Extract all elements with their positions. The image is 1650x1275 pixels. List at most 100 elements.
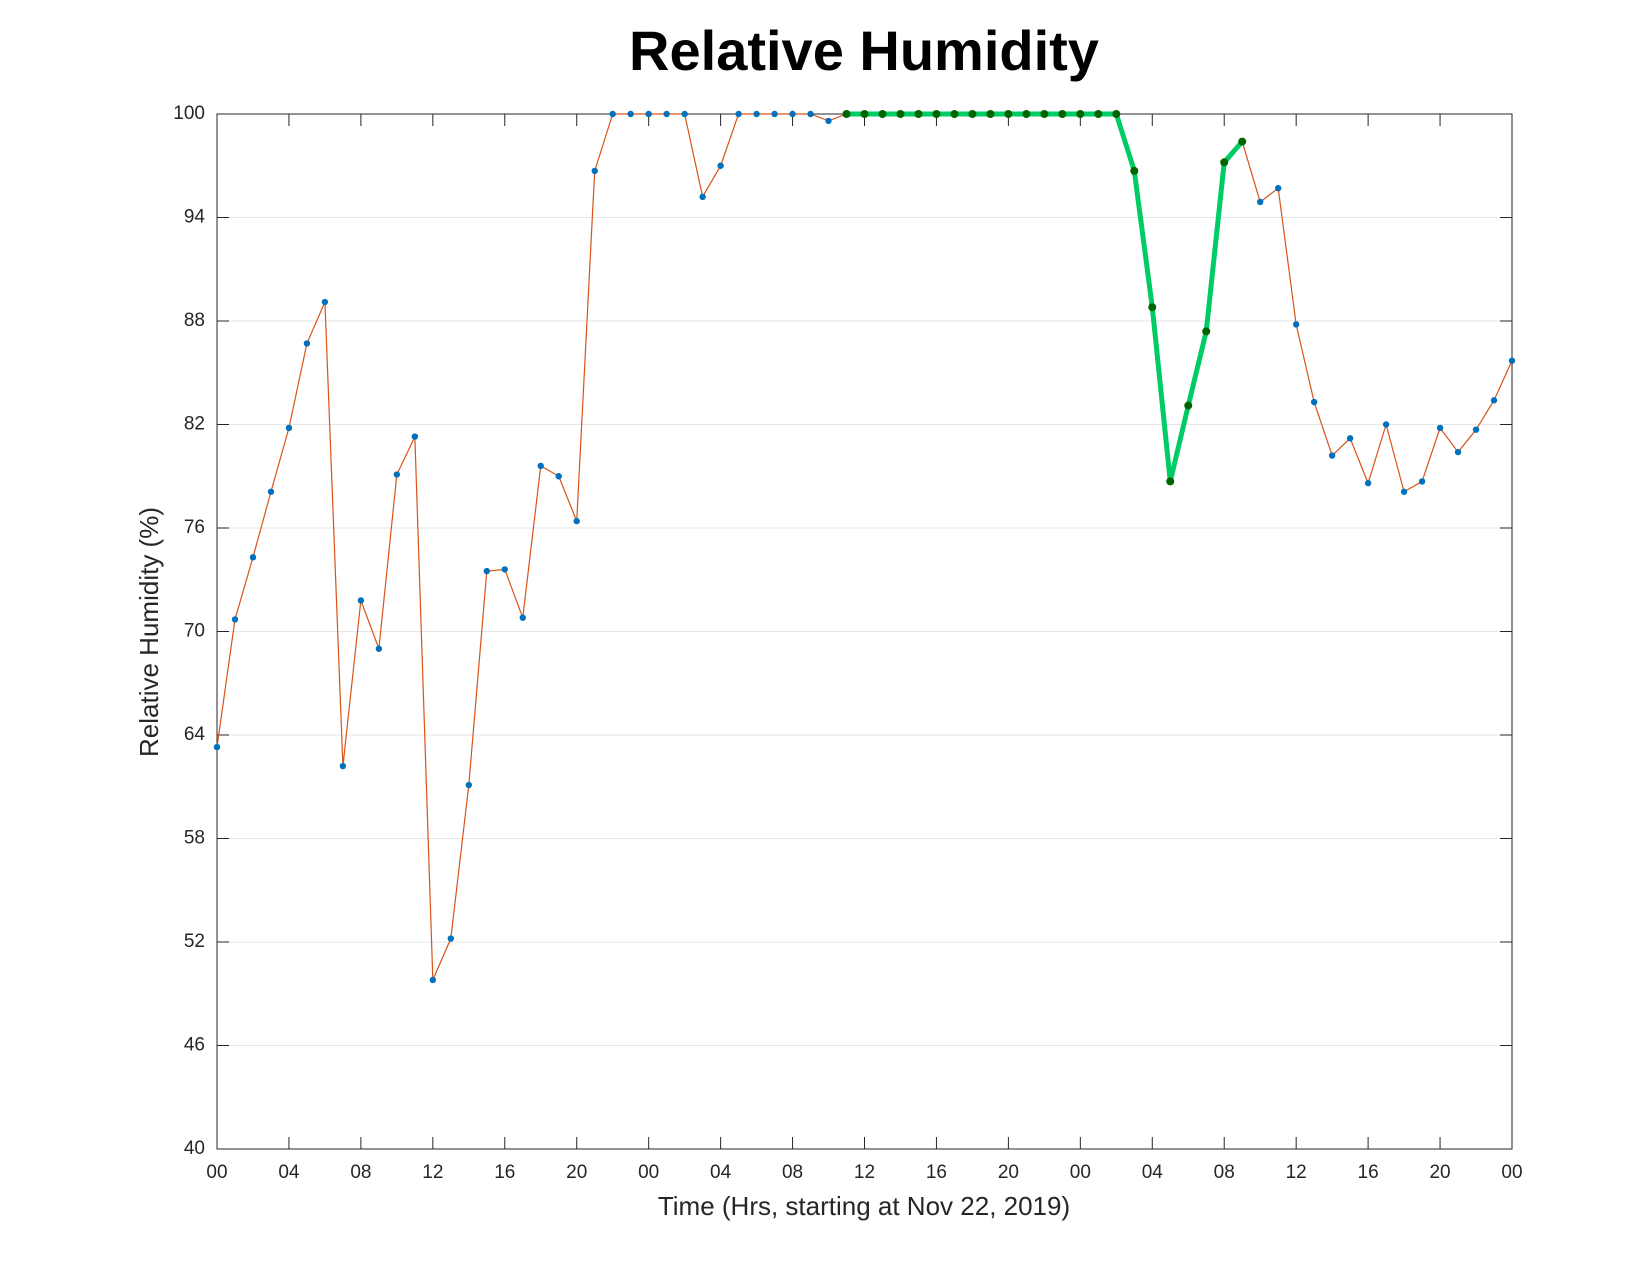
data-point (285, 424, 293, 432)
data-point (429, 976, 437, 984)
chart-title: Relative Humidity (629, 19, 1099, 82)
data-point (1292, 321, 1300, 328)
x-tick-label: 16 (1358, 1162, 1379, 1183)
data-point (681, 110, 688, 118)
highlight-point (968, 110, 977, 118)
data-point (375, 645, 383, 652)
data-point (771, 110, 778, 118)
data-point (1436, 424, 1444, 432)
y-tick-label: 46 (184, 1035, 205, 1056)
data-point (519, 614, 526, 621)
data-point (1364, 479, 1372, 487)
data-point (303, 340, 311, 347)
highlight-point (932, 110, 941, 118)
data-point (501, 566, 508, 573)
highlight-point (1202, 327, 1211, 336)
y-tick-label: 40 (184, 1138, 205, 1159)
x-tick-label: 00 (638, 1162, 659, 1183)
data-point (537, 462, 544, 470)
data-point (321, 298, 329, 306)
highlight-point (1148, 303, 1157, 312)
data-point (483, 567, 490, 575)
data-point (1508, 357, 1516, 364)
data-point (1400, 488, 1408, 495)
x-tick-label: 20 (998, 1162, 1019, 1183)
data-point (267, 488, 275, 495)
data-point (1418, 478, 1426, 485)
data-point (591, 167, 598, 175)
highlight-point (1094, 110, 1103, 118)
data-point (213, 743, 221, 751)
y-tick-label: 52 (184, 931, 205, 952)
data-point (231, 616, 239, 623)
data-point (447, 935, 455, 942)
highlight-point (1004, 110, 1013, 118)
x-tick-label: 04 (1142, 1162, 1164, 1183)
data-point (735, 110, 742, 118)
y-tick-label: 58 (184, 828, 205, 849)
data-point (411, 433, 419, 440)
x-tick-label: 16 (494, 1162, 515, 1183)
y-tick-label: 70 (184, 621, 205, 642)
x-tick-label: 00 (1070, 1162, 1091, 1183)
x-tick-label: 20 (1429, 1162, 1450, 1183)
data-point (1472, 426, 1480, 433)
highlight-point (1220, 158, 1229, 167)
y-tick-label: 82 (184, 414, 205, 435)
highlight-point (1022, 110, 1031, 118)
x-tick-label: 04 (710, 1162, 732, 1183)
highlight-point (1112, 110, 1121, 118)
data-point (1454, 448, 1462, 456)
highlight-point (896, 110, 905, 118)
highlight-point (950, 110, 959, 118)
highlight-point (986, 110, 995, 118)
data-point (393, 471, 401, 478)
data-point (717, 162, 724, 169)
highlight-point (1040, 110, 1049, 118)
x-tick-label: 12 (1286, 1162, 1307, 1183)
data-point (609, 110, 616, 118)
y-tick-label: 64 (184, 724, 206, 745)
data-point (1346, 435, 1354, 442)
data-point (357, 597, 365, 604)
highlight-point (1076, 110, 1085, 118)
x-tick-label: 04 (278, 1162, 300, 1183)
x-tick-label: 08 (782, 1162, 803, 1183)
x-tick-label: 00 (1501, 1162, 1522, 1183)
y-tick-label: 76 (184, 517, 205, 538)
data-point (573, 517, 580, 525)
data-point (249, 554, 257, 561)
highlight-point (1166, 477, 1175, 486)
data-point (465, 781, 473, 789)
x-axis-label: Time (Hrs, starting at Nov 22, 2019) (658, 1191, 1070, 1221)
data-point (663, 110, 670, 118)
highlight-point (860, 110, 869, 118)
data-point (825, 117, 832, 125)
highlight-point (1184, 401, 1193, 410)
data-point (789, 110, 796, 118)
highlight-point (878, 110, 887, 118)
x-tick-label: 08 (350, 1162, 371, 1183)
data-point (555, 473, 562, 480)
data-point (1490, 397, 1498, 404)
highlight-point (1058, 110, 1067, 118)
highlight-point (842, 110, 851, 118)
data-point (753, 110, 760, 118)
highlight-point (1130, 166, 1139, 175)
data-point (1256, 198, 1264, 206)
y-tick-label: 94 (184, 207, 206, 228)
data-point (645, 110, 652, 118)
data-point (1382, 421, 1390, 428)
data-point (627, 110, 634, 118)
x-tick-label: 08 (1214, 1162, 1235, 1183)
y-tick-label: 100 (173, 103, 205, 124)
x-tick-label: 16 (926, 1162, 947, 1183)
data-point (339, 762, 347, 770)
x-tick-label: 00 (206, 1162, 227, 1183)
data-point (1328, 452, 1336, 459)
x-tick-label: 12 (422, 1162, 443, 1183)
data-point (1274, 184, 1282, 192)
data-point (1310, 398, 1318, 406)
x-tick-label: 12 (854, 1162, 875, 1183)
